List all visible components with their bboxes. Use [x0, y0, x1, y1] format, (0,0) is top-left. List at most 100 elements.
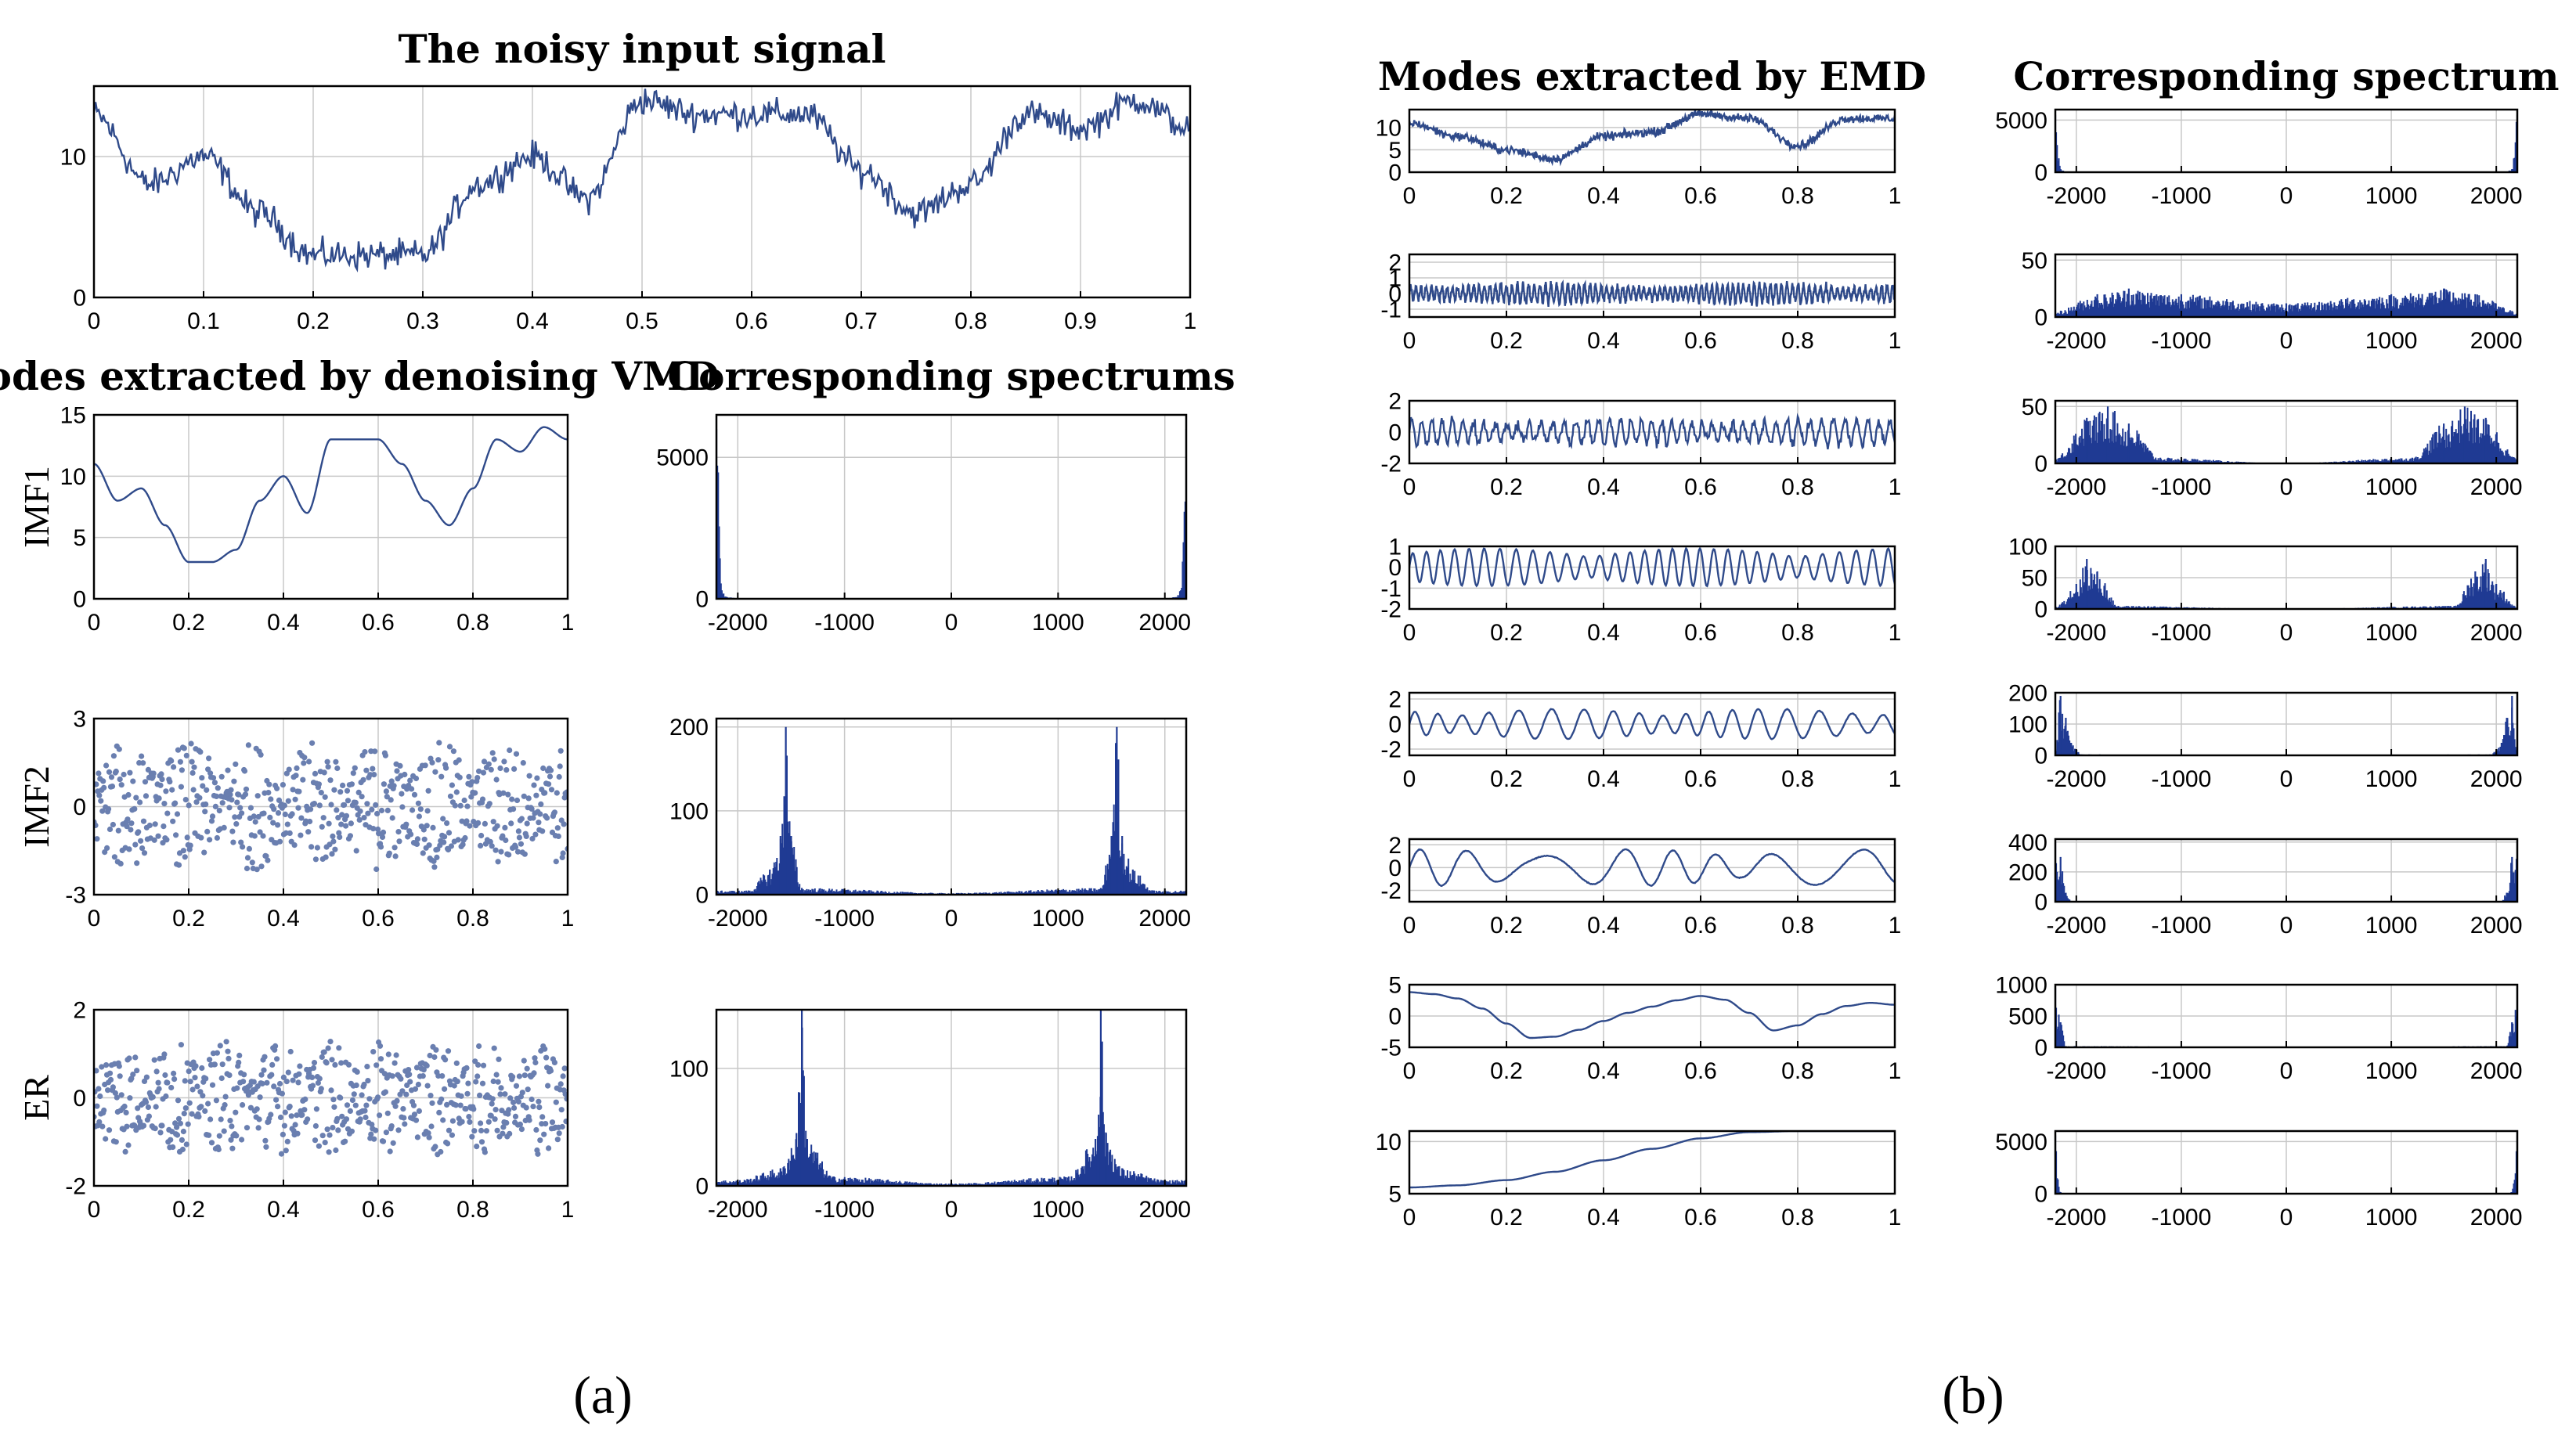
scatter-point	[290, 787, 296, 793]
scatter-point	[373, 1062, 380, 1068]
scatter-point	[532, 831, 539, 838]
scatter-point	[487, 838, 493, 845]
x-tick-label: 0.2	[172, 610, 205, 636]
scatter-point	[495, 859, 501, 865]
x-tick-label: -2000	[708, 1197, 768, 1223]
axes-frame	[1408, 253, 1896, 319]
scatter-point	[359, 1092, 365, 1098]
scatter-point	[466, 773, 472, 780]
scatter-point	[171, 764, 177, 770]
y-tick-label: 100	[2008, 712, 2047, 738]
scatter-point	[141, 850, 148, 856]
emd-mode2-signal-marks	[1409, 279, 1895, 308]
scatter-point	[153, 1068, 160, 1075]
scatter-point	[233, 761, 239, 767]
x-tick-label: -2000	[2046, 913, 2106, 939]
scatter-point	[491, 756, 497, 762]
scatter-point	[170, 818, 176, 824]
scatter-point	[486, 801, 492, 807]
scatter-point	[436, 740, 442, 746]
y-tick-label: 100	[2008, 535, 2047, 560]
scatter-point	[363, 767, 370, 773]
x-tick-label: 1	[1889, 474, 1902, 500]
y-tick-label: -2	[1380, 597, 1402, 623]
scatter-point	[333, 758, 339, 765]
scatter-point	[561, 821, 567, 827]
x-tick-label: 1	[1889, 328, 1902, 354]
y-tick-label: 50	[2022, 248, 2047, 274]
scatter-point	[217, 1043, 223, 1049]
scatter-point	[255, 813, 262, 820]
scatter-point	[431, 858, 437, 864]
scatter-point	[233, 1133, 240, 1139]
scatter-point	[542, 1046, 548, 1052]
scatter-point	[547, 767, 554, 773]
scatter-point	[196, 1114, 202, 1120]
scatter-point	[378, 807, 385, 814]
scatter-point	[262, 1137, 269, 1144]
scatter-point	[254, 793, 261, 799]
scatter-point	[432, 1144, 438, 1150]
x-tick-label: 1000	[2365, 1058, 2418, 1084]
chart-title: Corresponding spectrum	[2013, 53, 2559, 99]
x-tick-label: 0.6	[1684, 766, 1717, 792]
scatter-point	[411, 1112, 418, 1118]
scatter-point	[251, 833, 258, 839]
y-tick-label: 0	[1388, 420, 1402, 446]
scatter-point	[392, 1103, 399, 1109]
scatter-point	[192, 1075, 198, 1081]
emd-mode3-spectrum-chart: -2000 -1000 0 1000 2000 0 50	[2022, 395, 2523, 500]
axes-frame	[92, 413, 569, 600]
scatter-point	[336, 830, 342, 836]
scatter-point	[316, 1075, 323, 1082]
scatter-point	[467, 823, 473, 829]
scatter-point	[322, 794, 328, 800]
y-tick-label: -5	[1380, 1036, 1402, 1061]
x-tick-label: 0	[88, 1197, 101, 1223]
x-tick-label: 0.2	[172, 906, 205, 931]
y-tick-label: -3	[65, 883, 86, 909]
scatter-point	[456, 757, 462, 763]
scatter-point	[232, 814, 238, 820]
scatter-point	[237, 805, 244, 811]
scatter-point	[361, 1081, 367, 1088]
scatter-point	[394, 768, 400, 774]
scatter-point	[316, 781, 322, 787]
scatter-point	[558, 1107, 565, 1113]
scatter-point	[390, 1140, 396, 1146]
x-tick-label: 0.2	[1490, 913, 1523, 939]
scatter-point	[94, 781, 99, 787]
scatter-point	[277, 1114, 284, 1121]
scatter-point	[506, 852, 512, 858]
scatter-point	[448, 843, 455, 849]
y-tick-label: 0	[1388, 555, 1402, 581]
scatter-point	[413, 1117, 420, 1123]
scatter-point	[489, 1096, 496, 1102]
scatter-point	[491, 1045, 497, 1051]
x-tick-label: -2000	[2046, 620, 2106, 646]
scatter-point	[197, 794, 203, 801]
emd-mode1-signal-marks	[1409, 110, 1895, 167]
scatter-point	[361, 815, 367, 821]
x-tick-label: 1	[1889, 913, 1902, 939]
scatter-point	[113, 1139, 119, 1145]
scatter-point	[403, 821, 409, 827]
scatter-point	[388, 778, 395, 784]
scatter-point	[372, 748, 378, 755]
scatter-point	[294, 765, 300, 772]
axes-frame	[1408, 108, 1896, 174]
scatter-point	[402, 1121, 408, 1127]
scatter-point	[258, 751, 264, 758]
scatter-point	[513, 1083, 520, 1089]
scatter-point	[118, 782, 124, 788]
axes-frame	[1408, 399, 1896, 465]
x-tick-label: 0	[2280, 620, 2293, 646]
scatter-point	[323, 1060, 330, 1066]
scatter-point	[453, 1060, 460, 1066]
scatter-point	[227, 791, 233, 798]
x-tick-label: 0.6	[1684, 913, 1717, 939]
scatter-point	[182, 1105, 189, 1112]
scatter-point	[199, 775, 205, 781]
